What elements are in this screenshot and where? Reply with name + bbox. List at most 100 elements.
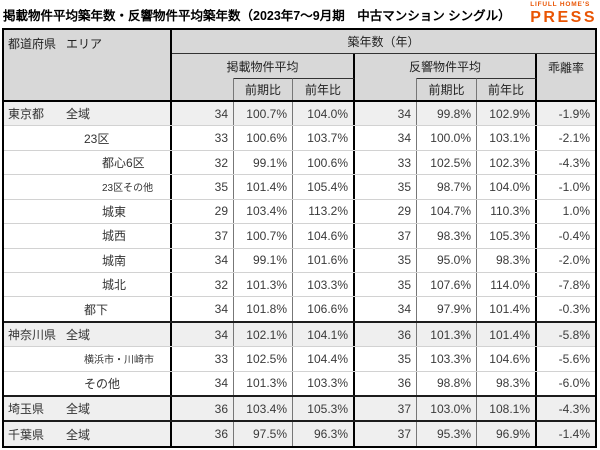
- response-prev-period-value: 95.3%: [417, 422, 477, 446]
- row-area-cell: 横浜市・川崎市: [4, 347, 172, 371]
- response-average-value: 34: [355, 297, 417, 321]
- header-divergence-rate: 乖離率: [547, 61, 584, 75]
- table-row: 城南 34 99.1% 101.6% 35 95.0% 98.3% -2.0%: [4, 247, 595, 272]
- header-listed-prev-period: 前期比: [234, 78, 293, 100]
- response-prev-period-value: 107.6%: [417, 272, 477, 297]
- response-prev-year-value: 108.1%: [477, 397, 537, 421]
- listed-average-value: 29: [172, 199, 234, 224]
- listed-prev-period-value: 100.6%: [234, 126, 293, 150]
- listed-prev-year-value: 113.2%: [293, 199, 355, 224]
- listed-average-value: 35: [172, 175, 234, 199]
- row-area-cell: 23区: [4, 126, 172, 150]
- divergence-rate-value: -5.8%: [558, 327, 590, 342]
- divergence-rate-value: -0.3%: [558, 302, 590, 317]
- listed-prev-year-value: 104.0%: [293, 102, 355, 126]
- row-area-cell: 都心6区: [4, 150, 172, 175]
- listed-prev-period-value: 103.4%: [234, 397, 293, 421]
- response-prev-year-value: 98.3%: [477, 248, 537, 272]
- response-prev-period-value: 97.9%: [417, 297, 477, 321]
- listed-prev-period-value: 103.4%: [234, 199, 293, 224]
- table-row: 城北 32 101.3% 103.3% 35 107.6% 114.0% -7.8%: [4, 271, 595, 297]
- table-row: 23区その他 35 101.4% 105.4% 35 98.7% 104.0% -1.0%: [4, 174, 595, 199]
- response-prev-period-value: 103.3%: [417, 347, 477, 371]
- response-average-value: 35: [355, 347, 417, 371]
- row-area-cell: 城北: [4, 272, 172, 297]
- table-row: 都心6区 32 99.1% 100.6% 33 102.5% 102.3% -4.3%: [4, 149, 595, 175]
- listed-prev-period-value: 100.7%: [234, 224, 293, 248]
- listed-prev-period-value: 99.1%: [234, 248, 293, 272]
- page-title: 掲載物件平均築年数・反響物件平均築年数（2023年7～9月期 中古マンション シ…: [3, 9, 511, 23]
- row-area-cell: 23区その他: [4, 175, 172, 199]
- area-label: 全域: [66, 402, 91, 417]
- response-average-value: 35: [355, 248, 417, 272]
- table-row: 23区 33 100.6% 103.7% 34 100.0% 103.1% -2.1%: [4, 125, 595, 150]
- response-prev-period-value: 98.8%: [417, 371, 477, 396]
- listed-prev-year-value: 103.7%: [293, 126, 355, 150]
- response-prev-year-value: 101.4%: [477, 322, 537, 347]
- listed-average-value: 32: [172, 150, 234, 175]
- table-header: 都道府県 エリア 築年数（年） 掲載物件平均 反響物件平均 乖離率 前期比 前年…: [4, 30, 595, 102]
- response-average-value: 35: [355, 272, 417, 297]
- listed-average-value: 34: [172, 297, 234, 321]
- response-prev-period-value: 100.0%: [417, 126, 477, 150]
- response-average-value: 34: [355, 126, 417, 150]
- row-area-cell: 東京都 全域: [4, 102, 172, 126]
- listed-average-value: 32: [172, 272, 234, 297]
- response-average-value: 36: [355, 371, 417, 396]
- divergence-rate-value: -1.4%: [558, 427, 590, 442]
- table-row: 千葉県 全域 36 97.5% 96.3% 37 95.3% 96.9% -1.4%: [4, 420, 595, 446]
- listed-prev-year-value: 104.6%: [293, 224, 355, 248]
- response-average-value: 37: [355, 397, 417, 421]
- response-prev-year-value: 96.9%: [477, 422, 537, 446]
- logo-brand-text: LIFULL HOME'S: [530, 1, 591, 8]
- listed-prev-period-value: 101.3%: [234, 272, 293, 297]
- divergence-rate-value: -1.9%: [558, 106, 590, 121]
- response-prev-year-value: 104.0%: [477, 175, 537, 199]
- area-label: 横浜市・川崎市: [84, 355, 154, 367]
- header-listed-average: 掲載物件平均: [172, 54, 355, 78]
- header-response-prev-year: 前年比: [477, 78, 537, 100]
- row-area-cell: 千葉県 全域: [4, 422, 172, 446]
- listed-prev-year-value: 101.6%: [293, 248, 355, 272]
- area-label: その他: [84, 376, 121, 391]
- response-prev-period-value: 99.8%: [417, 102, 477, 126]
- response-prev-year-value: 110.3%: [477, 199, 537, 224]
- divergence-rate-value: -4.3%: [558, 401, 590, 416]
- table-row: 埼玉県 全域 36 103.4% 105.3% 37 103.0% 108.1% -4.3%: [4, 395, 595, 421]
- listed-average-value: 36: [172, 422, 234, 446]
- response-prev-period-value: 98.7%: [417, 175, 477, 199]
- listed-prev-period-value: 101.8%: [234, 297, 293, 321]
- response-prev-year-value: 114.0%: [477, 272, 537, 297]
- response-prev-period-value: 104.7%: [417, 199, 477, 224]
- row-area-cell: 城東: [4, 199, 172, 224]
- divergence-rate-value: -6.0%: [558, 376, 590, 391]
- header-prefecture-area: 都道府県 エリア: [4, 30, 172, 100]
- listed-average-value: 36: [172, 397, 234, 421]
- listed-average-value: 34: [172, 371, 234, 396]
- listed-average-value: 33: [172, 347, 234, 371]
- listed-average-value: 33: [172, 126, 234, 150]
- response-prev-year-value: 98.3%: [477, 371, 537, 396]
- prefecture-label: 神奈川県: [8, 328, 57, 342]
- area-label: 全域: [66, 328, 91, 342]
- listed-prev-period-value: 101.4%: [234, 175, 293, 199]
- header-prefecture-label: 都道府県: [8, 37, 57, 51]
- response-average-value: 37: [355, 224, 417, 248]
- response-average-value: 36: [355, 322, 417, 347]
- table-row: 東京都 全域 34 100.7% 104.0% 34 99.8% 102.9% -1.9%: [4, 102, 595, 126]
- area-label: 23区その他: [102, 183, 154, 195]
- response-prev-year-value: 102.9%: [477, 102, 537, 126]
- divergence-rate-value: -0.4%: [558, 228, 590, 243]
- prefecture-label: 東京都: [8, 107, 45, 122]
- response-average-value: 29: [355, 199, 417, 224]
- response-prev-period-value: 102.5%: [417, 150, 477, 175]
- header-response-average: 反響物件平均: [355, 54, 537, 78]
- table-row: その他 34 101.3% 103.3% 36 98.8% 98.3% -6.0%: [4, 370, 595, 396]
- listed-prev-year-value: 104.4%: [293, 347, 355, 371]
- listed-average-value: 34: [172, 248, 234, 272]
- listed-prev-year-value: 106.6%: [293, 297, 355, 321]
- prefecture-label: 埼玉県: [8, 402, 45, 417]
- table-row: 城東 29 103.4% 113.2% 29 104.7% 110.3% 1.0%: [4, 198, 595, 224]
- listed-prev-period-value: 100.7%: [234, 102, 293, 126]
- area-label: 23区: [84, 131, 110, 146]
